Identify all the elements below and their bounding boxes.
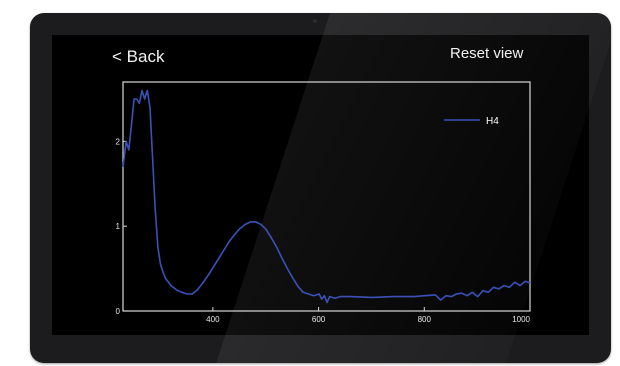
x-tick-label: 600	[312, 315, 326, 324]
x-tick-label: 800	[418, 315, 432, 324]
tablet-frame	[30, 13, 611, 363]
screen	[52, 35, 589, 335]
legend-label-h4: H4	[486, 116, 499, 127]
camera-dot	[313, 19, 317, 23]
x-tick-group: 400 600 800 1000	[206, 307, 531, 324]
series-line-h4	[122, 89, 531, 304]
y-tick-label: 0	[116, 307, 121, 316]
back-button[interactable]: < Back	[112, 47, 165, 66]
plot-area-border	[122, 81, 531, 312]
y-tick-group: 0 1 2	[116, 137, 127, 316]
y-tick-label: 1	[116, 222, 121, 231]
x-tick-label: 400	[206, 315, 220, 324]
y-tick-label: 2	[116, 137, 121, 146]
reset-view-button[interactable]: Reset view	[450, 45, 524, 62]
x-tick-label: 1000	[512, 315, 530, 324]
